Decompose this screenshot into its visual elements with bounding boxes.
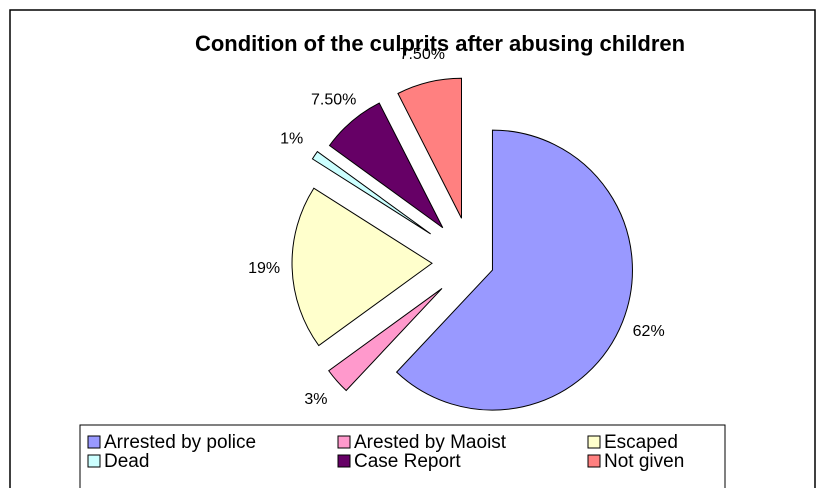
data-label: 1% xyxy=(280,131,303,148)
legend-swatch xyxy=(587,435,601,449)
legend-label: Escaped xyxy=(604,432,678,453)
pie-slice xyxy=(311,150,431,235)
legend-swatch xyxy=(87,435,101,449)
legend-label: Not given xyxy=(604,451,684,472)
legend-label: Dead xyxy=(104,451,149,472)
data-label: 7.50% xyxy=(400,46,445,63)
pie-slice xyxy=(395,129,633,411)
legend-label: Arrested by police xyxy=(104,432,256,453)
pie-slice xyxy=(291,187,433,347)
legend-box xyxy=(79,424,726,488)
pie-slice xyxy=(328,102,444,229)
pie-slice xyxy=(397,77,462,219)
chart-frame xyxy=(9,9,816,488)
legend-label: Arested by Maoist xyxy=(354,432,507,453)
data-label: 3% xyxy=(304,391,327,408)
data-label: 62% xyxy=(633,323,665,340)
legend-label: Case Report xyxy=(354,451,461,472)
legend-swatch xyxy=(587,454,601,468)
legend-swatch xyxy=(337,454,351,468)
legend-swatch xyxy=(87,454,101,468)
pie-slice xyxy=(328,288,443,392)
data-label: 19% xyxy=(248,260,280,277)
legend-swatch xyxy=(337,435,351,449)
chart-title: Condition of the culprits after abusing … xyxy=(195,31,685,56)
data-label: 7.50% xyxy=(311,91,356,108)
